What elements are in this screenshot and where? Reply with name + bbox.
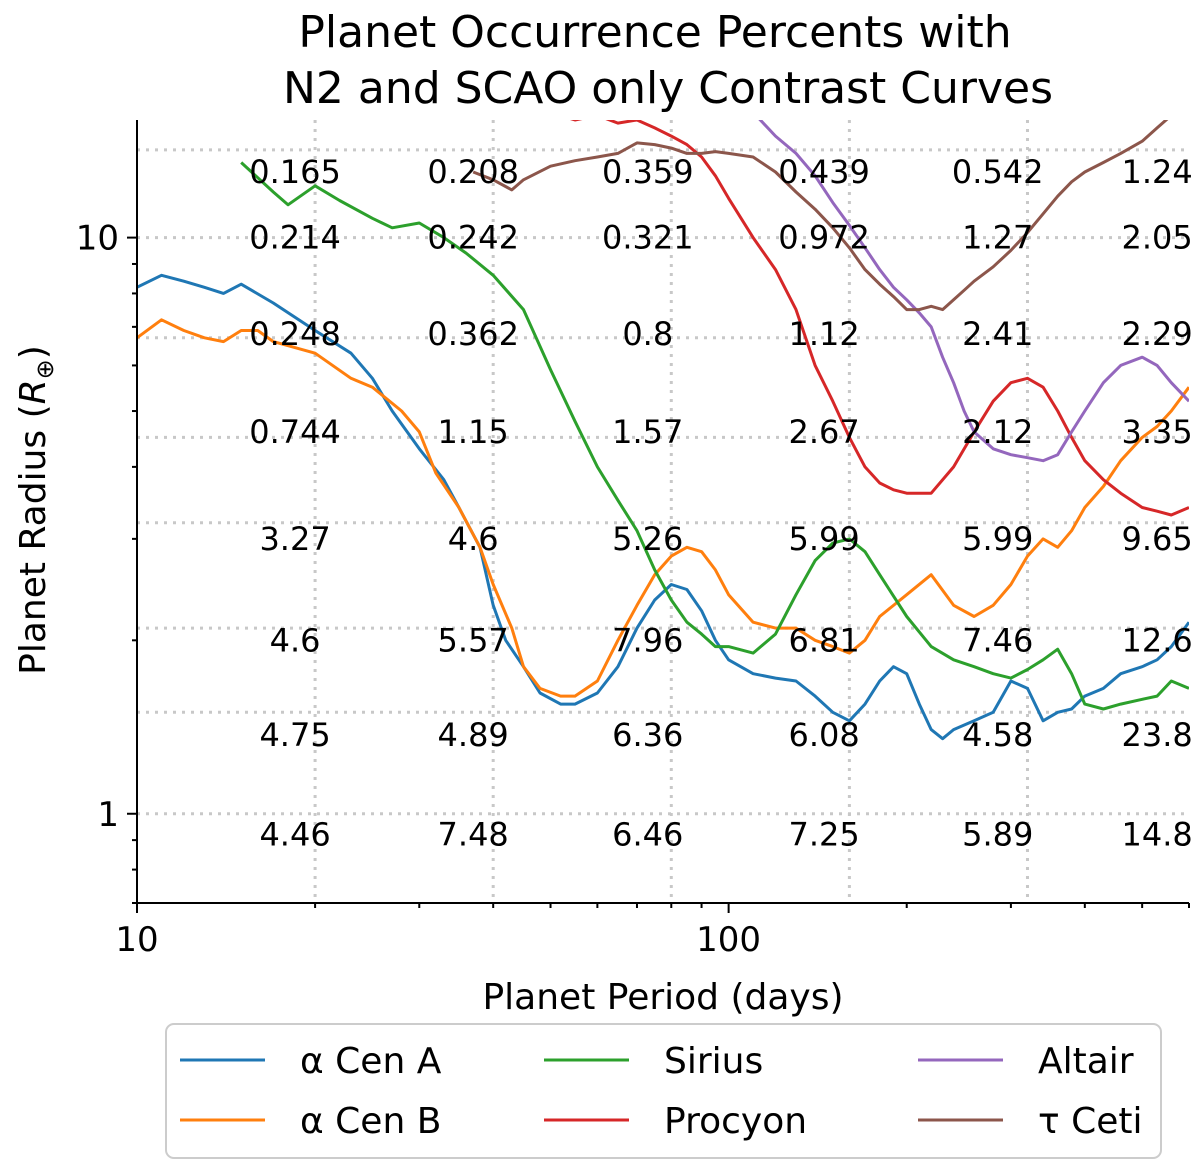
grid-value-r1-c2: 0.321 bbox=[602, 219, 694, 257]
x-axis-label: Planet Period (days) bbox=[482, 977, 843, 1018]
grid-value-r5-c2: 7.96 bbox=[612, 621, 683, 659]
y-axis-label: Planet Radius (R⊕) bbox=[13, 345, 59, 675]
x-tick-label-0: 10 bbox=[115, 920, 158, 960]
grid-value-r0-c0: 0.165 bbox=[249, 153, 341, 191]
grid-value-r5-c1: 5.57 bbox=[438, 621, 509, 659]
grid-value-r3-c2: 1.57 bbox=[612, 413, 683, 451]
legend-label-0: α Cen A bbox=[300, 1041, 442, 1082]
chart-title-line-2: N2 and SCAO only Contrast Curves bbox=[283, 63, 1053, 114]
grid-value-r1-c0: 0.214 bbox=[249, 219, 341, 257]
grid-value-r0-c5: 1.24 bbox=[1122, 153, 1193, 191]
grid-value-r7-c3: 7.25 bbox=[788, 816, 859, 854]
grid-value-r1-c4: 1.27 bbox=[962, 219, 1033, 257]
y-tick-label-1: 10 bbox=[76, 219, 119, 259]
grid-value-r0-c1: 0.208 bbox=[427, 153, 519, 191]
grid-value-r4-c2: 5.26 bbox=[612, 520, 683, 558]
grid-value-r4-c0: 3.27 bbox=[259, 520, 330, 558]
legend: α Cen A α Cen B Sirius Procyon Altair τ Ceti bbox=[165, 1023, 1162, 1159]
grid-value-r1-c5: 2.05 bbox=[1122, 219, 1193, 257]
grid-value-r7-c1: 7.48 bbox=[438, 816, 509, 854]
grid-value-r5-c3: 6.81 bbox=[788, 621, 859, 659]
grid-value-r2-c2: 0.8 bbox=[622, 315, 673, 353]
grid-value-r6-c0: 4.75 bbox=[259, 716, 330, 754]
grid-value-r6-c1: 4.89 bbox=[438, 716, 509, 754]
grid-value-r4-c1: 4.6 bbox=[448, 520, 499, 558]
grid-value-r0-c4: 0.542 bbox=[952, 153, 1044, 191]
axis-layer: 10 100 1 10 bbox=[76, 120, 1190, 960]
legend-label-4: Altair bbox=[1038, 1041, 1134, 1082]
grid-value-r2-c5: 2.29 bbox=[1122, 315, 1193, 353]
y-axis-unit-subscript: ⊕ bbox=[31, 359, 59, 379]
grid-value-labels: 0.165 0.208 0.359 0.439 0.542 1.24 0.214 0.242 0… bbox=[249, 153, 1192, 854]
x-tick-label-1: 100 bbox=[696, 920, 761, 960]
grid-value-r0-c3: 0.439 bbox=[778, 153, 870, 191]
legend-label-2: Sirius bbox=[664, 1041, 763, 1082]
y-tick-label-0: 1 bbox=[97, 795, 119, 835]
grid-value-r4-c5: 9.65 bbox=[1122, 520, 1193, 558]
grid-value-r2-c4: 2.41 bbox=[962, 315, 1033, 353]
grid-value-r6-c5: 23.8 bbox=[1122, 716, 1193, 754]
y-axis-label-text: Planet Radius bbox=[13, 430, 54, 675]
series-line-2 bbox=[240, 161, 1189, 711]
grid-value-r2-c3: 1.12 bbox=[788, 315, 859, 353]
chart-title-line-1: Planet Occurrence Percents with bbox=[298, 7, 1011, 58]
series-line-3 bbox=[569, 120, 1189, 517]
legend-label-3: Procyon bbox=[664, 1101, 807, 1142]
grid-value-r0-c2: 0.359 bbox=[602, 153, 694, 191]
grid-value-r3-c1: 1.15 bbox=[438, 413, 509, 451]
grid-value-r6-c2: 6.36 bbox=[612, 716, 683, 754]
grid-value-r6-c4: 4.58 bbox=[962, 716, 1033, 754]
grid-value-r3-c4: 2.12 bbox=[962, 413, 1033, 451]
grid-value-r5-c0: 4.6 bbox=[270, 621, 321, 659]
grid-value-r1-c1: 0.242 bbox=[427, 219, 519, 257]
grid-value-r3-c5: 3.35 bbox=[1122, 413, 1193, 451]
series-line-4 bbox=[758, 120, 1189, 463]
grid-value-r7-c5: 14.8 bbox=[1122, 816, 1193, 854]
legend-label-5: τ Ceti bbox=[1038, 1101, 1143, 1142]
grid-value-r7-c0: 4.46 bbox=[259, 816, 330, 854]
series-layer bbox=[137, 120, 1189, 741]
grid-value-r4-c3: 5.99 bbox=[788, 520, 859, 558]
grid-value-r2-c1: 0.362 bbox=[427, 315, 519, 353]
legend-label-1: α Cen B bbox=[300, 1101, 441, 1142]
legend-frame bbox=[165, 1023, 1162, 1159]
grid-value-r3-c3: 2.67 bbox=[788, 413, 859, 451]
grid-value-r7-c4: 5.89 bbox=[962, 816, 1033, 854]
grid-value-r5-c5: 12.6 bbox=[1122, 621, 1193, 659]
grid-value-r6-c3: 6.08 bbox=[788, 716, 859, 754]
grid-value-r7-c2: 6.46 bbox=[612, 816, 683, 854]
series-line-1 bbox=[137, 318, 1189, 698]
grid-value-r4-c4: 5.99 bbox=[962, 520, 1033, 558]
grid-value-r3-c0: 0.744 bbox=[249, 413, 341, 451]
grid-value-r5-c4: 7.46 bbox=[962, 621, 1033, 659]
series-line-5 bbox=[472, 120, 1169, 312]
grid-value-r2-c0: 0.248 bbox=[249, 315, 341, 353]
grid-value-r1-c3: 0.972 bbox=[778, 219, 870, 257]
